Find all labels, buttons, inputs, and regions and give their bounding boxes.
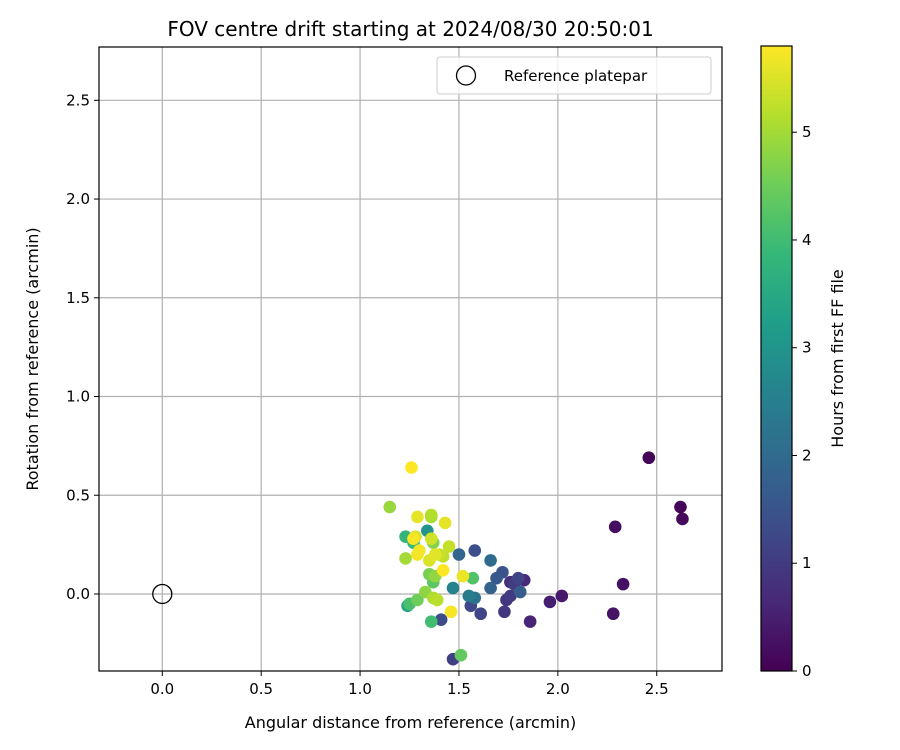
legend-marker-hollow-circle: [455, 65, 477, 86]
data-point: [498, 605, 511, 619]
data-point: [676, 512, 689, 526]
data-point: [616, 577, 630, 591]
x-tick-label: 1.0: [348, 680, 372, 698]
data-point: [405, 461, 418, 474]
data-point: [434, 613, 448, 626]
colorbar: 0 1 2 3 4 5 Hours from first FF file: [760, 45, 847, 680]
data-point: [462, 589, 476, 603]
colorbar-ticks: 0 1 2 3 4 5: [792, 123, 812, 680]
data-point: [468, 544, 482, 557]
data-point: [484, 581, 497, 595]
reference-platepar-marker: [152, 583, 173, 605]
data-point: [474, 607, 488, 621]
data-point: [444, 605, 458, 619]
y-tick-label: 1.5: [66, 289, 90, 307]
data-point: [438, 516, 452, 530]
data-point: [513, 585, 527, 599]
legend-entry-reference-platepar: Reference platepar: [504, 67, 648, 85]
colorbar-tick-label: 3: [802, 339, 812, 357]
data-point: [454, 648, 468, 662]
data-point: [428, 548, 442, 561]
data-point: [383, 500, 397, 514]
data-point: [511, 571, 525, 585]
legend-box: [436, 56, 712, 95]
data-point: [484, 554, 497, 567]
x-tick-label: 2.5: [645, 680, 669, 698]
data-point: [523, 615, 537, 628]
legend: Reference platepar: [436, 56, 712, 95]
data-point: [430, 593, 444, 607]
y-tick-label: 0.0: [66, 585, 90, 603]
x-axis-label: Angular distance from reference (arcmin): [245, 713, 576, 732]
data-point: [407, 532, 420, 545]
x-axis-ticks: 0.0 0.5 1.0 1.5 2.0 2.5: [150, 671, 669, 698]
x-tick-label: 1.5: [447, 680, 471, 698]
data-point: [490, 571, 503, 585]
data-point: [436, 563, 450, 577]
data-point: [456, 569, 470, 583]
y-axis-ticks: 0.0 0.5 1.0 1.5 2.0 2.5: [66, 91, 99, 603]
colorbar-label: Hours from first FF file: [828, 269, 847, 448]
x-tick-label: 0.5: [249, 680, 273, 698]
y-tick-label: 2.5: [66, 91, 90, 109]
colorbar-gradient: [760, 45, 793, 672]
x-tick-label: 0.0: [150, 680, 174, 698]
data-point: [446, 581, 460, 595]
colorbar-tick-label: 5: [802, 123, 812, 141]
colorbar-tick-label: 0: [802, 662, 812, 680]
y-axis-label: Rotation from reference (arcmin): [23, 227, 42, 490]
y-tick-label: 2.0: [66, 190, 90, 208]
data-point: [543, 595, 557, 609]
data-point: [504, 589, 517, 603]
data-point: [424, 532, 438, 545]
data-point: [608, 520, 622, 534]
chart-title: FOV centre drift starting at 2024/08/30 …: [167, 17, 653, 41]
grid-lines: [99, 47, 722, 671]
y-tick-label: 1.0: [66, 388, 90, 406]
data-point: [411, 510, 424, 524]
data-point: [424, 615, 438, 628]
colorbar-tick-label: 2: [802, 446, 812, 464]
data-point: [424, 508, 438, 522]
colorbar-tick-label: 1: [802, 554, 812, 572]
y-tick-label: 0.5: [66, 486, 90, 504]
data-point: [674, 500, 687, 514]
data-point: [452, 548, 466, 561]
data-point: [411, 593, 424, 607]
data-point: [399, 552, 412, 565]
data-point: [442, 540, 456, 553]
data-points: [152, 451, 689, 666]
data-point: [466, 571, 480, 585]
data-point: [413, 544, 426, 557]
data-point: [642, 451, 656, 465]
data-point: [606, 607, 620, 621]
x-tick-label: 2.0: [546, 680, 570, 698]
data-point: [555, 589, 569, 603]
plot-frame: [98, 46, 723, 672]
colorbar-tick-label: 4: [802, 231, 812, 249]
